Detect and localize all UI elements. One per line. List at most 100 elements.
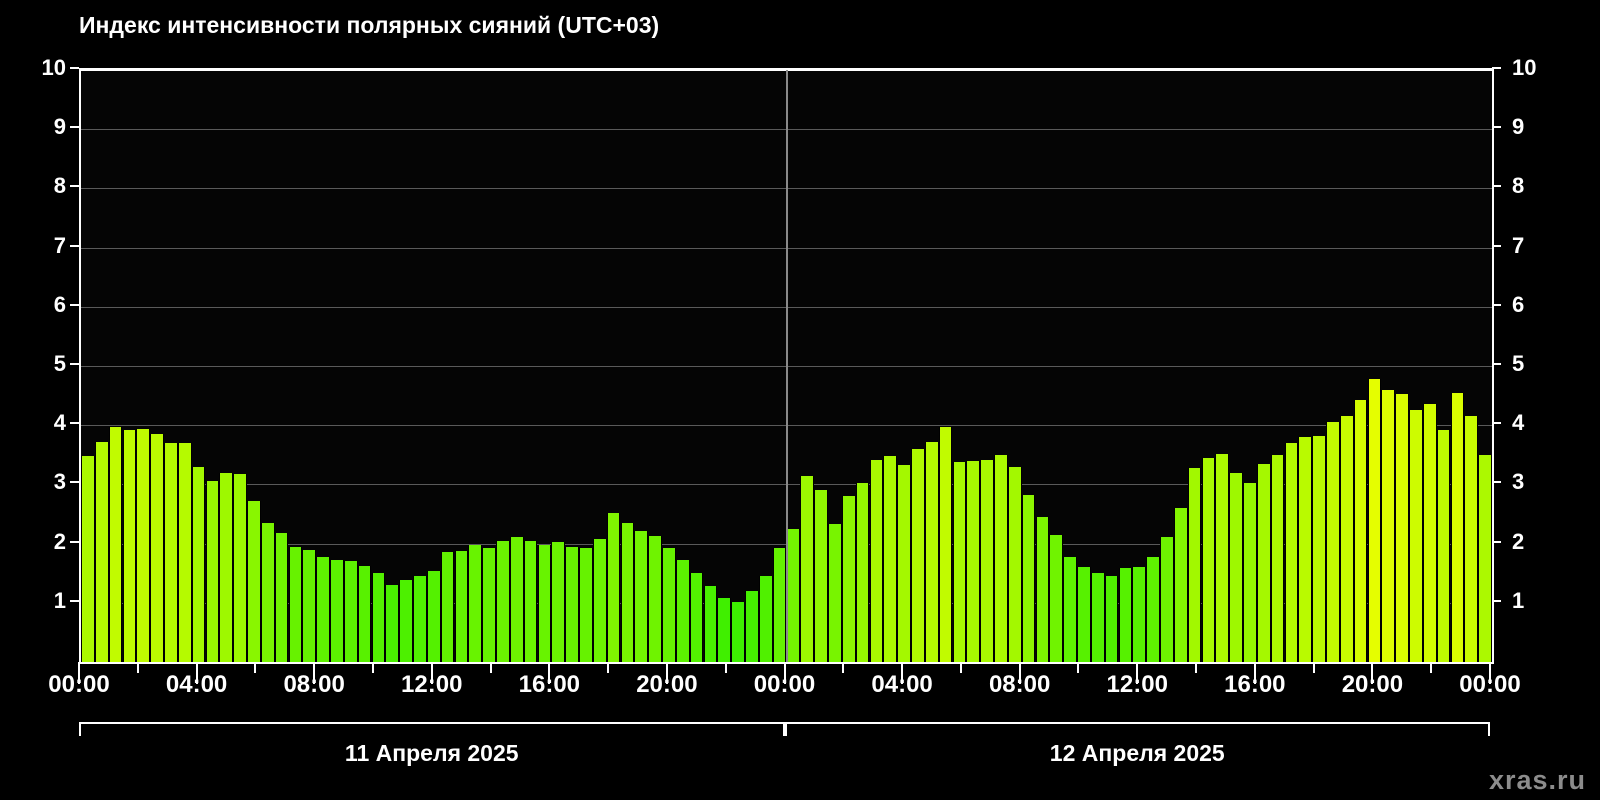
bar [717,598,732,662]
y-axis-label-right: 7 [1512,232,1525,258]
bar [81,455,95,662]
bar [814,490,828,662]
y-tick-mark-right [1492,481,1501,484]
bar [634,530,649,662]
bar [426,571,441,662]
bar [911,448,925,662]
y-axis-label-left: 6 [53,291,66,317]
bar [1478,454,1492,662]
bar [869,459,884,662]
x-tick-minor [254,662,257,673]
y-tick-mark-left [70,363,79,365]
bar [1215,453,1230,662]
bar [1270,454,1285,662]
bar [1146,556,1160,662]
x-tick-major [195,662,198,684]
bar [551,542,566,662]
bar [1021,495,1036,662]
bar [772,548,787,662]
bar [828,524,842,662]
x-axis-label: 12:00 [1106,671,1168,698]
bar [274,532,289,662]
bar [1464,416,1479,662]
y-tick-mark-right [1492,185,1501,188]
bar [592,538,607,662]
bar [1256,463,1271,662]
y-axis-label-left: 4 [53,410,66,436]
y-axis-label-left: 7 [53,232,66,258]
x-tick-minor [1312,662,1315,673]
x-tick-major [1489,662,1491,684]
bar [260,522,275,662]
bar [523,540,538,662]
y-tick-mark-left [70,126,79,129]
bar [883,455,898,662]
x-tick-minor [1195,662,1198,673]
x-tick-minor [1077,662,1080,673]
y-tick-mark-left [70,540,79,543]
bar [1353,400,1368,662]
bar [288,546,303,662]
bar [1090,573,1105,662]
bar [205,481,220,662]
x-tick-minor [607,662,610,673]
plot-area [79,68,1494,664]
y-axis-label-left: 1 [53,587,66,613]
bar [745,590,759,662]
x-axis-label: 04:00 [165,671,228,698]
x-axis-label: 00:00 [48,671,110,698]
bar [233,473,247,662]
bar [675,560,690,662]
bar [343,561,358,662]
bar [454,550,469,662]
bar [1104,576,1119,662]
bar [150,434,164,662]
y-tick-mark-left [70,599,79,602]
bar [399,580,413,662]
bar [164,442,178,662]
y-tick-mark-left [70,303,79,306]
y-axis-label-left: 8 [53,173,66,199]
bar [191,466,206,662]
y-tick-mark-left [70,185,79,188]
bar [1339,416,1354,662]
y-axis-label-left: 2 [53,528,66,554]
y-axis-label-left: 10 [41,55,66,80]
bar [247,500,261,662]
bar [537,544,552,662]
y-axis-label-left: 5 [53,351,66,376]
bar [1035,516,1050,662]
x-tick-major [665,662,668,684]
x-tick-minor [371,662,374,673]
x-tick-minor [489,662,492,673]
bar [468,545,483,662]
y-axis-label-left: 9 [53,114,66,140]
bar [177,442,192,662]
bar [689,573,704,662]
bar [94,441,109,662]
day-label: 11 Апреля 2025 [344,740,519,766]
x-axis-label: 16:00 [1224,671,1286,698]
bar [371,573,386,662]
x-axis-label: 08:00 [283,671,345,698]
bar [302,549,317,662]
day-label: 12 Апреля 2025 [1049,740,1225,766]
x-tick-major [313,662,316,684]
x-tick-minor [136,662,139,673]
bar [1243,483,1257,662]
bar [565,546,579,662]
bar [1436,429,1451,662]
bar [1298,437,1313,662]
bar [579,547,593,662]
x-tick-major [783,662,786,684]
day-divider [785,70,788,662]
x-tick-major [1136,662,1139,684]
x-tick-minor [959,662,962,673]
x-axis-label: 00:00 [753,671,816,698]
bar [1187,467,1202,662]
bar [966,460,981,662]
bar [1160,536,1174,662]
y-tick-mark-right [1492,363,1501,365]
bar [662,547,676,662]
bar [648,535,662,662]
